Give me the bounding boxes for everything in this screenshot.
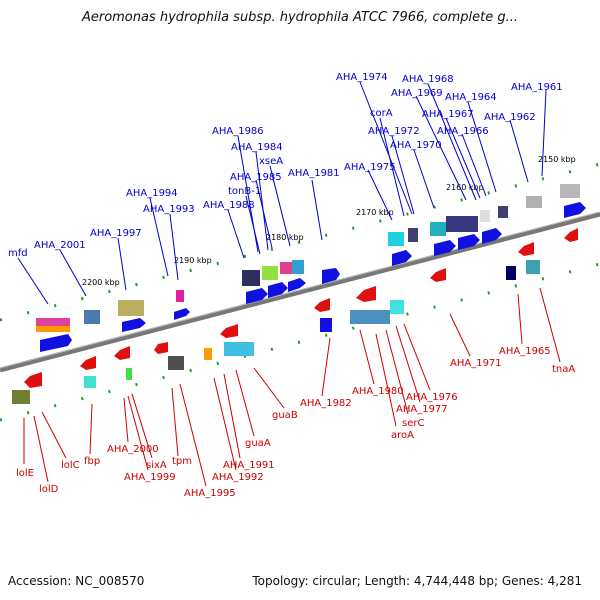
forward-features	[36, 184, 586, 352]
gene-label-forward: AHA_1975	[344, 162, 396, 173]
gene-label-reverse: serC	[402, 418, 424, 429]
gene-label-reverse: AHA_1991	[223, 460, 275, 471]
reverse-labels	[23, 287, 561, 487]
gene-label-forward: AHA_1967	[422, 109, 474, 120]
gene-label-reverse: lolE	[16, 468, 34, 479]
gene-label-reverse: AHA_1992	[212, 472, 264, 483]
gene-label-forward: tonB-1	[228, 186, 261, 197]
gene-label-reverse: tnaA	[552, 364, 575, 375]
reverse-features	[12, 228, 578, 404]
gene-label-reverse: AHA_1976	[406, 392, 458, 403]
gene-label-forward: AHA_1986	[212, 126, 264, 137]
gene-label-forward: AHA_1997	[90, 228, 142, 239]
gene-label-forward: mfd	[8, 248, 28, 259]
gene-label-forward: AHA_1964	[445, 92, 497, 103]
gene-label-reverse: AHA_1982	[300, 398, 352, 409]
gene-label-forward: AHA_2001	[34, 240, 86, 251]
gene-label-forward: AHA_1993	[143, 204, 195, 215]
tick-labels: 2200 kbp 2190 kbp 2180 kbp 2170 kbp 2160…	[82, 155, 576, 287]
gene-label-reverse: lolD	[39, 484, 59, 495]
gene-label-forward: AHA_1966	[437, 126, 489, 137]
forward-labels	[17, 81, 547, 305]
gene-label-reverse: AHA_1971	[450, 358, 502, 369]
gene-label-forward: AHA_1970	[390, 140, 442, 151]
gene-label-forward: AHA_1961	[511, 82, 563, 93]
tick-label: 2200 kbp	[82, 278, 120, 287]
gene-label-reverse: tpm	[172, 456, 192, 467]
gene-label-forward: AHA_1988	[203, 200, 255, 211]
gene-label-reverse: AHA_1995	[184, 488, 236, 499]
gene-label-forward: AHA_1974	[336, 72, 388, 83]
gene-label-forward: AHA_1969	[391, 88, 443, 99]
gene-label-forward: AHA_1994	[126, 188, 178, 199]
gene-label-reverse: AHA_1977	[396, 404, 448, 415]
gene-label-reverse: aroA	[391, 430, 414, 441]
tick-label: 2180 kbp	[266, 233, 304, 242]
gene-label-reverse: AHA_1999	[124, 472, 176, 483]
tick-label: 2190 kbp	[174, 256, 212, 265]
reverse-label-text: lolE lolD lolC fbp AHA_2000 sixA AHA_199…	[16, 346, 575, 499]
accession-label: Accession: NC_008570	[8, 574, 145, 588]
gene-label-reverse: AHA_2000	[107, 444, 159, 455]
gene-label-forward: AHA_1968	[402, 74, 454, 85]
gene-label-reverse: AHA_1965	[499, 346, 551, 357]
forward-label-text: mfd AHA_2001 AHA_1997 AHA_1994 AHA_1993 …	[8, 72, 563, 259]
genome-summary: Topology: circular; Length: 4,744,448 bp…	[252, 574, 582, 588]
backbone	[0, 211, 600, 373]
gene-label-forward: AHA_1985	[230, 172, 282, 183]
gene-label-forward: AHA_1972	[368, 126, 420, 137]
gene-label-forward: corA	[370, 108, 393, 119]
gene-label-reverse: guaB	[272, 410, 298, 421]
gene-label-reverse: fbp	[84, 456, 100, 467]
gene-label-reverse: sixA	[146, 460, 167, 471]
gene-label-forward: AHA_1981	[288, 168, 340, 179]
tick-label: 2150 kbp	[538, 155, 576, 164]
feature-tracks	[0, 162, 600, 422]
tick-label: 2160 kbp	[446, 183, 484, 192]
map-title: Aeromonas hydrophila subsp. hydrophila A…	[81, 10, 519, 25]
gene-label-forward: AHA_1984	[231, 142, 283, 153]
gene-label-reverse: AHA_1980	[352, 386, 404, 397]
gene-label-forward: xseA	[259, 156, 283, 167]
gene-label-forward: AHA_1962	[484, 112, 536, 123]
tick-label: 2170 kbp	[356, 208, 394, 217]
gene-label-reverse: lolC	[61, 460, 80, 471]
gene-label-reverse: guaA	[245, 438, 271, 449]
